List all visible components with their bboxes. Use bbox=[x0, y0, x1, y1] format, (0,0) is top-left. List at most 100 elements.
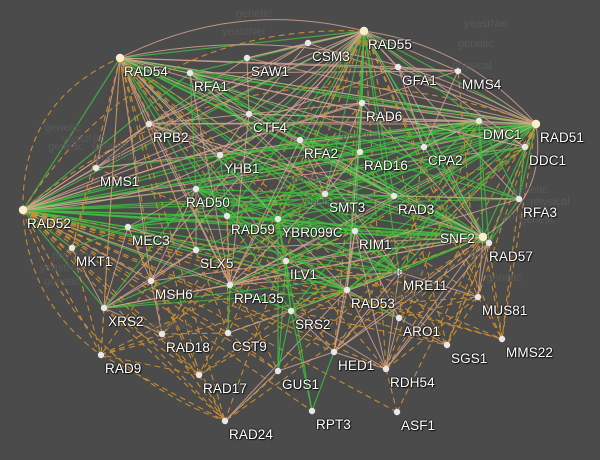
edge-physical bbox=[95, 123, 150, 169]
node-rad24[interactable] bbox=[221, 417, 229, 425]
edge-genetic bbox=[100, 354, 200, 376]
node-rfa2[interactable] bbox=[296, 136, 304, 144]
node-rpt3[interactable] bbox=[308, 407, 316, 415]
edge-yeastNet bbox=[324, 193, 356, 232]
edge-genetic bbox=[119, 57, 163, 335]
node-rfa1[interactable] bbox=[186, 69, 194, 77]
node-ctf4[interactable] bbox=[245, 110, 253, 118]
edge-physical bbox=[119, 57, 250, 115]
edge-physical bbox=[346, 102, 363, 291]
edge-physical bbox=[22, 209, 231, 286]
edge-physical bbox=[385, 242, 490, 370]
node-asf1[interactable] bbox=[393, 408, 401, 416]
node-csm3[interactable] bbox=[304, 39, 312, 47]
edge-yeastNet bbox=[119, 57, 395, 197]
edge-genetic bbox=[198, 289, 348, 376]
edge-yeastNet bbox=[226, 193, 326, 217]
edge-physical bbox=[195, 188, 231, 286]
node-ybr099c[interactable] bbox=[274, 215, 282, 223]
edge-yeastNet bbox=[359, 151, 395, 197]
edge-genetic bbox=[22, 209, 400, 319]
node-rpa135[interactable] bbox=[226, 281, 234, 289]
edge-physical bbox=[246, 57, 250, 115]
node-rim1[interactable] bbox=[351, 227, 359, 235]
edge-yeastNet bbox=[346, 146, 526, 291]
edge-genetic bbox=[22, 209, 226, 422]
node-rad6[interactable] bbox=[358, 99, 366, 107]
node-hed1[interactable] bbox=[330, 348, 338, 356]
edge-physical bbox=[385, 271, 400, 370]
edge-yeastNet bbox=[324, 30, 365, 195]
edge-physical bbox=[119, 57, 537, 125]
node-rad51[interactable] bbox=[531, 119, 541, 129]
node-aro1[interactable] bbox=[395, 314, 403, 322]
edge-physical bbox=[229, 271, 400, 286]
edge-yeastNet bbox=[195, 193, 326, 251]
edge-physical bbox=[148, 42, 309, 125]
node-rad17[interactable] bbox=[195, 371, 203, 379]
arc-edge-physical bbox=[363, 30, 537, 125]
node-yhb1[interactable] bbox=[216, 151, 224, 159]
node-rad57[interactable] bbox=[485, 239, 493, 247]
edge-physical bbox=[189, 72, 326, 195]
node-saw1[interactable] bbox=[243, 54, 251, 62]
node-mms1[interactable] bbox=[92, 164, 100, 172]
node-mec3[interactable] bbox=[124, 223, 132, 231]
edge-genetic bbox=[127, 226, 226, 422]
node-rad59[interactable] bbox=[223, 212, 231, 220]
node-rad53[interactable] bbox=[343, 286, 351, 294]
node-rad52[interactable] bbox=[18, 205, 28, 215]
node-cst9[interactable] bbox=[224, 329, 232, 337]
node-rad3[interactable] bbox=[390, 192, 398, 200]
edge-yeastNet bbox=[229, 260, 287, 286]
node-msh6[interactable] bbox=[147, 277, 155, 285]
node-ilv1[interactable] bbox=[282, 257, 290, 265]
edge-physical bbox=[423, 120, 480, 148]
node-rad50[interactable] bbox=[192, 185, 200, 193]
node-rad16[interactable] bbox=[356, 148, 364, 156]
node-rad18[interactable] bbox=[158, 330, 166, 338]
edge-yeastNet bbox=[478, 120, 490, 244]
edge-physical bbox=[148, 113, 250, 125]
node-srs2[interactable] bbox=[287, 307, 295, 315]
node-dmc1[interactable] bbox=[475, 117, 483, 125]
edge-physical bbox=[195, 236, 484, 251]
edge-physical bbox=[397, 66, 484, 238]
edge-genetic bbox=[290, 296, 479, 312]
node-rad9[interactable] bbox=[97, 351, 105, 359]
node-gfa1[interactable] bbox=[394, 63, 402, 71]
node-mms4[interactable] bbox=[454, 67, 462, 75]
node-gus1[interactable] bbox=[274, 367, 282, 375]
edge-physical bbox=[189, 72, 250, 115]
edge-yeastNet bbox=[195, 30, 365, 190]
node-sgs1[interactable] bbox=[443, 341, 451, 349]
node-ddc1[interactable] bbox=[521, 143, 529, 151]
node-mkt1[interactable] bbox=[68, 244, 76, 252]
node-slx5[interactable] bbox=[192, 246, 200, 254]
edge-yeastNet bbox=[277, 218, 287, 262]
edge-yeastNet bbox=[518, 123, 537, 200]
node-snf2[interactable] bbox=[478, 232, 488, 242]
node-mms22[interactable] bbox=[498, 335, 506, 343]
edge-genetic bbox=[227, 30, 365, 334]
node-mre11[interactable] bbox=[395, 268, 403, 276]
edge-genetic bbox=[119, 57, 226, 422]
node-rpb2[interactable] bbox=[145, 120, 153, 128]
edge-physical bbox=[127, 226, 197, 251]
edge-physical bbox=[150, 280, 163, 335]
edge-physical bbox=[148, 123, 395, 197]
node-cpa2[interactable] bbox=[420, 143, 428, 151]
node-rad54[interactable] bbox=[115, 53, 125, 63]
node-mus81[interactable] bbox=[474, 293, 482, 301]
node-rfa3[interactable] bbox=[515, 195, 523, 203]
node-rad55[interactable] bbox=[359, 26, 369, 36]
edge-physical bbox=[248, 102, 363, 115]
node-smt3[interactable] bbox=[321, 190, 329, 198]
edge-physical bbox=[398, 317, 448, 346]
node-rdh54[interactable] bbox=[382, 365, 390, 373]
node-xrs2[interactable] bbox=[100, 304, 108, 312]
edge-physical bbox=[333, 242, 490, 353]
edge-genetic bbox=[100, 333, 163, 356]
